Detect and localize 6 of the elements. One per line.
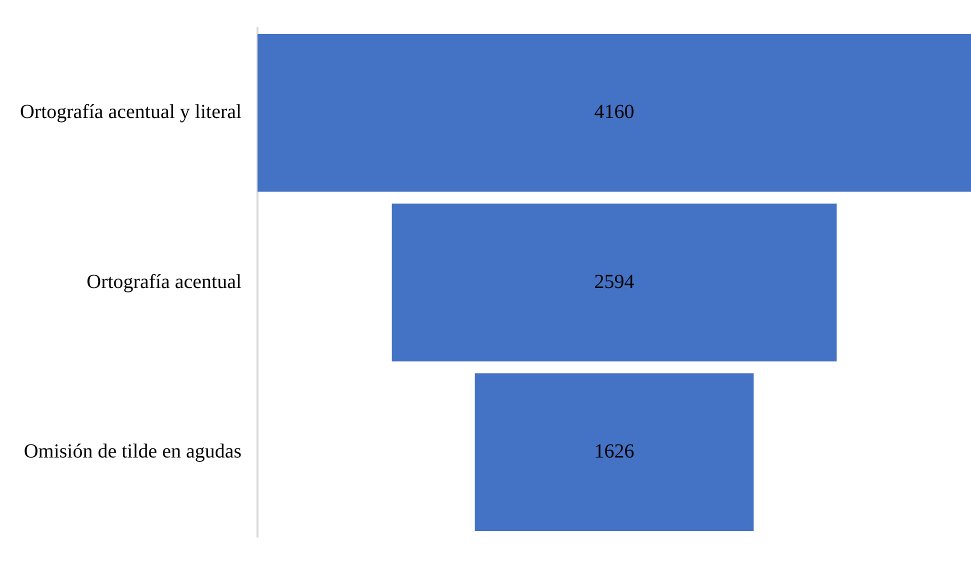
data-label: 4160 [594, 101, 634, 124]
category-label: Ortografía acentual [86, 270, 242, 293]
category-label: Omisión de tilde en agudas [24, 440, 242, 462]
data-label: 2594 [594, 270, 634, 293]
category-label: Ortografía acentual y literal [20, 101, 242, 124]
data-label: 1626 [594, 440, 634, 462]
